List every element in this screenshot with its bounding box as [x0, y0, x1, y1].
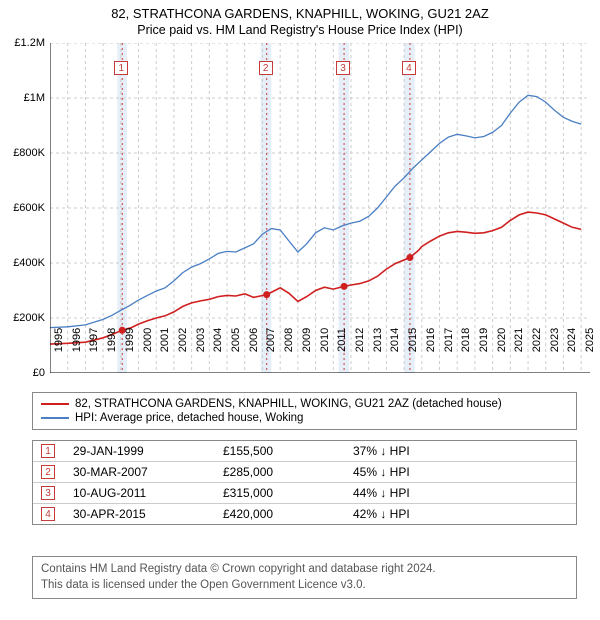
- footer: Contains HM Land Registry data © Crown c…: [32, 556, 577, 599]
- legend-swatch: [41, 403, 69, 405]
- event-price: £155,500: [223, 444, 353, 458]
- plot-area: £0£200K£400K£600K£800K£1M£1.2M 1234: [50, 43, 590, 373]
- event-marker-flag: 3: [336, 61, 350, 75]
- x-tick-label: 2014: [389, 328, 401, 352]
- x-tick-label: 2000: [142, 328, 154, 352]
- legend-label: HPI: Average price, detached house, Woki…: [75, 412, 303, 424]
- event-date: 30-MAR-2007: [73, 465, 223, 479]
- x-tick-label: 2010: [319, 328, 331, 352]
- x-tick-label: 2020: [496, 328, 508, 352]
- events-table: 1 29-JAN-1999£155,50037% ↓ HPI 2 30-MAR-200…: [32, 440, 577, 525]
- x-tick-label: 2023: [549, 328, 561, 352]
- event-price: £315,000: [223, 486, 353, 500]
- y-tick-label: £400K: [13, 257, 45, 269]
- x-tick-label: 2007: [265, 328, 277, 352]
- y-tick-label: £800K: [13, 147, 45, 159]
- plot-svg: [50, 43, 590, 373]
- legend-item: 82, STRATHCONA GARDENS, KNAPHILL, WOKING…: [41, 397, 568, 411]
- y-tick-label: £0: [33, 367, 45, 379]
- event-delta: 44% ↓ HPI: [353, 486, 568, 500]
- event-marker-icon: 3: [41, 486, 55, 500]
- x-tick-label: 2006: [248, 328, 260, 352]
- x-tick-label: 1998: [106, 328, 118, 352]
- x-tick-label: 2011: [336, 328, 348, 352]
- event-marker-flag: 1: [114, 61, 128, 75]
- x-axis: 1995199619971998199920002001200220032004…: [50, 336, 590, 386]
- x-tick-label: 2012: [354, 328, 366, 352]
- x-tick-label: 2003: [195, 328, 207, 352]
- x-tick-label: 2016: [425, 328, 437, 352]
- event-delta: 45% ↓ HPI: [353, 465, 568, 479]
- x-tick-label: 2002: [177, 328, 189, 352]
- y-axis: £0£200K£400K£600K£800K£1M£1.2M: [5, 43, 45, 373]
- y-tick-label: £200K: [13, 312, 45, 324]
- event-date: 30-APR-2015: [73, 507, 223, 521]
- x-tick-label: 2008: [283, 328, 295, 352]
- chart-title: 82, STRATHCONA GARDENS, KNAPHILL, WOKING…: [0, 6, 600, 21]
- x-tick-label: 2022: [531, 328, 543, 352]
- x-tick-label: 2019: [478, 328, 490, 352]
- chart-subtitle: Price paid vs. HM Land Registry's House …: [0, 23, 600, 37]
- y-tick-label: £1.2M: [14, 37, 45, 49]
- legend-swatch: [41, 417, 69, 419]
- event-date: 29-JAN-1999: [73, 444, 223, 458]
- x-tick-label: 2001: [159, 328, 171, 352]
- x-tick-label: 2015: [407, 328, 419, 352]
- legend: 82, STRATHCONA GARDENS, KNAPHILL, WOKING…: [32, 392, 577, 430]
- event-row: 4 30-APR-2015£420,00042% ↓ HPI: [33, 503, 576, 524]
- x-tick-label: 2017: [443, 328, 455, 352]
- chart-container: 82, STRATHCONA GARDENS, KNAPHILL, WOKING…: [0, 0, 600, 620]
- x-tick-label: 2021: [513, 328, 525, 352]
- y-tick-label: £600K: [13, 202, 45, 214]
- footer-line-1: Contains HM Land Registry data © Crown c…: [41, 562, 568, 578]
- x-tick-label: 1995: [53, 328, 65, 352]
- event-marker-icon: 4: [41, 507, 55, 521]
- event-price: £420,000: [223, 507, 353, 521]
- event-date: 10-AUG-2011: [73, 486, 223, 500]
- event-marker-flag: 4: [402, 61, 416, 75]
- y-tick-label: £1M: [24, 92, 45, 104]
- x-tick-label: 1997: [88, 328, 100, 352]
- event-marker-flag: 2: [259, 61, 273, 75]
- event-row: 3 10-AUG-2011£315,00044% ↓ HPI: [33, 482, 576, 503]
- event-marker-icon: 2: [41, 465, 55, 479]
- event-marker-icon: 1: [41, 444, 55, 458]
- x-tick-label: 2018: [460, 328, 472, 352]
- event-row: 2 30-MAR-2007£285,00045% ↓ HPI: [33, 461, 576, 482]
- event-delta: 37% ↓ HPI: [353, 444, 568, 458]
- x-tick-label: 1999: [124, 328, 136, 352]
- x-tick-label: 2005: [230, 328, 242, 352]
- x-tick-label: 2009: [301, 328, 313, 352]
- legend-item: HPI: Average price, detached house, Woki…: [41, 411, 568, 425]
- x-tick-label: 1996: [71, 328, 83, 352]
- x-tick-label: 2024: [566, 328, 578, 352]
- event-price: £285,000: [223, 465, 353, 479]
- title-block: 82, STRATHCONA GARDENS, KNAPHILL, WOKING…: [0, 0, 600, 39]
- event-row: 1 29-JAN-1999£155,50037% ↓ HPI: [33, 441, 576, 461]
- x-tick-label: 2004: [212, 328, 224, 352]
- x-tick-label: 2025: [584, 328, 596, 352]
- legend-label: 82, STRATHCONA GARDENS, KNAPHILL, WOKING…: [75, 398, 502, 410]
- event-delta: 42% ↓ HPI: [353, 507, 568, 521]
- footer-line-2: This data is licensed under the Open Gov…: [41, 578, 568, 594]
- x-tick-label: 2013: [372, 328, 384, 352]
